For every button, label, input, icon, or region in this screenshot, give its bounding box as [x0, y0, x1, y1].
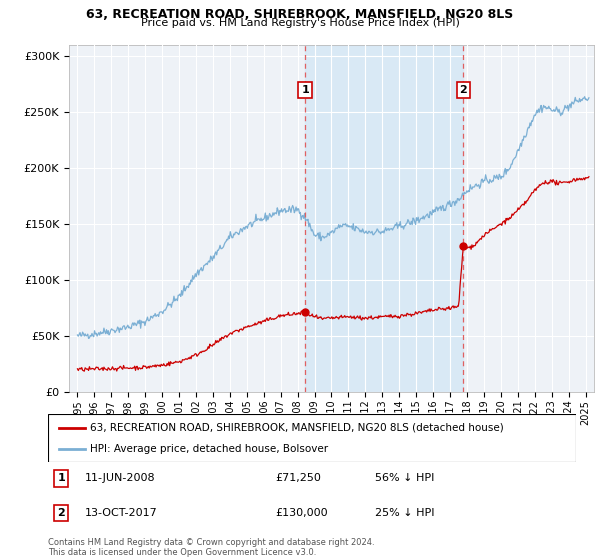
Text: 25% ↓ HPI: 25% ↓ HPI — [376, 508, 435, 518]
Text: 2: 2 — [460, 85, 467, 95]
Text: Price paid vs. HM Land Registry's House Price Index (HPI): Price paid vs. HM Land Registry's House … — [140, 18, 460, 29]
Text: £130,000: £130,000 — [275, 508, 328, 518]
Text: Contains HM Land Registry data © Crown copyright and database right 2024.
This d: Contains HM Land Registry data © Crown c… — [48, 538, 374, 557]
Text: £71,250: £71,250 — [275, 473, 321, 483]
Text: 63, RECREATION ROAD, SHIREBROOK, MANSFIELD, NG20 8LS (detached house): 63, RECREATION ROAD, SHIREBROOK, MANSFIE… — [90, 423, 504, 433]
Text: 11-JUN-2008: 11-JUN-2008 — [85, 473, 155, 483]
Bar — [305, 45, 463, 392]
Text: 56% ↓ HPI: 56% ↓ HPI — [376, 473, 435, 483]
Text: 1: 1 — [58, 473, 65, 483]
Text: 1: 1 — [301, 85, 309, 95]
Text: 13-OCT-2017: 13-OCT-2017 — [85, 508, 158, 518]
FancyBboxPatch shape — [48, 414, 576, 462]
Text: 63, RECREATION ROAD, SHIREBROOK, MANSFIELD, NG20 8LS: 63, RECREATION ROAD, SHIREBROOK, MANSFIE… — [86, 8, 514, 21]
Text: 2: 2 — [58, 508, 65, 518]
Text: HPI: Average price, detached house, Bolsover: HPI: Average price, detached house, Bols… — [90, 444, 328, 454]
